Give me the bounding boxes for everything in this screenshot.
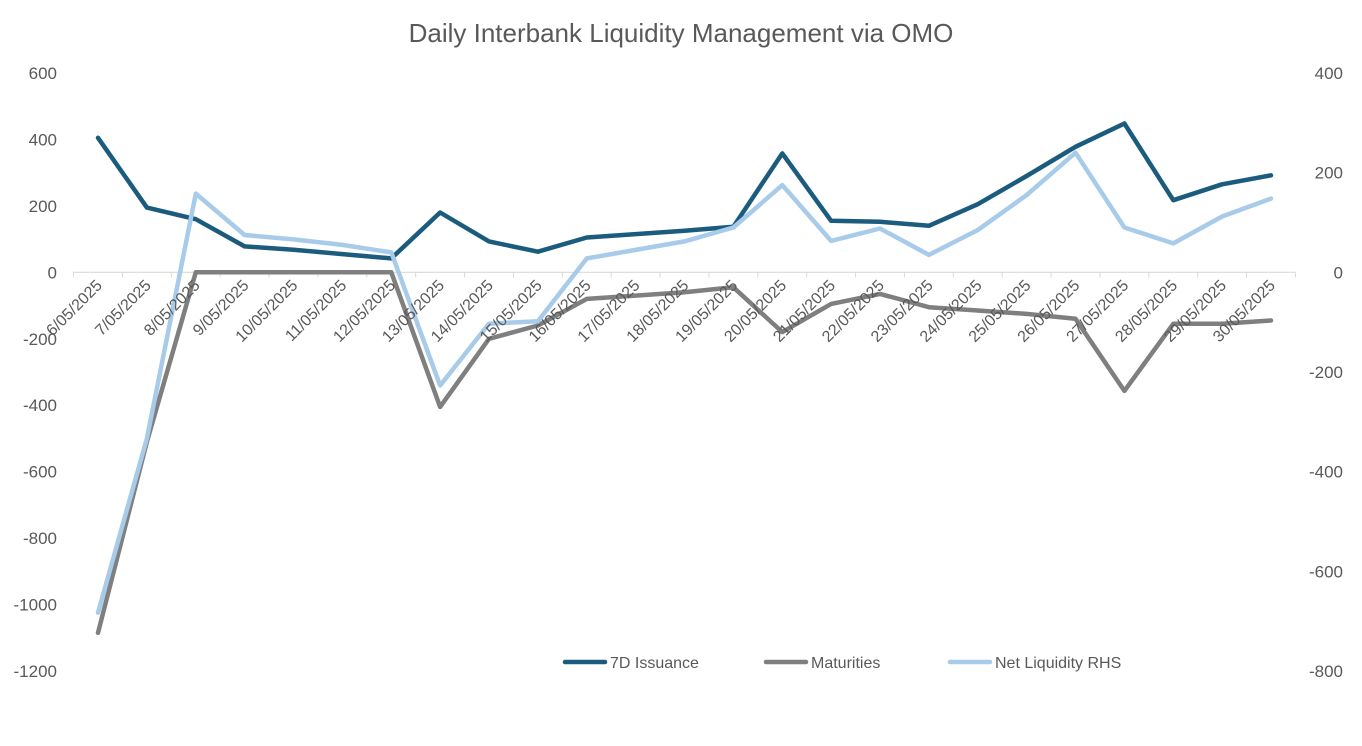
- y-right-tick-label: 0: [1334, 263, 1343, 282]
- y-left-tick-label: 200: [29, 197, 57, 216]
- y-right-tick-label: -800: [1309, 662, 1343, 681]
- y-left-tick-label: -600: [23, 463, 57, 482]
- y-left-tick-label: 400: [29, 130, 57, 149]
- y-left-tick-label: -1200: [14, 662, 57, 681]
- legend: 7D Issuance Maturities Net Liquidity RHS: [562, 655, 1121, 672]
- series-line-net-liquidity-rhs: [95, 150, 1274, 615]
- y-left-tick-label: -200: [23, 330, 57, 349]
- y-left-tick-label: -1000: [14, 596, 57, 615]
- y-left-tick-labels: 600 400 200 0 -200 -400 -600 -800 -1000 -1200: [14, 64, 57, 681]
- series-layer: [95, 121, 1274, 636]
- y-right-tick-label: -200: [1309, 363, 1343, 382]
- series-line-maturities: [95, 270, 1274, 636]
- chart-title: Daily Interbank Liquidity Management via…: [409, 18, 954, 48]
- x-tick-labels: 6/05/20257/05/20258/05/20259/05/202510/0…: [43, 277, 1278, 346]
- y-right-tick-label: -400: [1309, 463, 1343, 482]
- legend-label-7d-issuance: 7D Issuance: [610, 655, 699, 672]
- y-right-tick-label: 200: [1315, 164, 1343, 183]
- y-right-tick-label: -600: [1309, 562, 1343, 581]
- y-left-tick-label: -800: [23, 529, 57, 548]
- legend-label-net-liquidity-rhs: Net Liquidity RHS: [995, 655, 1121, 672]
- y-right-tick-label: 400: [1315, 64, 1343, 83]
- y-left-tick-label: 600: [29, 64, 57, 83]
- y-left-tick-label: 0: [48, 263, 57, 282]
- series-line-7d-issuance: [95, 121, 1274, 261]
- y-left-tick-label: -400: [23, 396, 57, 415]
- legend-label-maturities: Maturities: [811, 655, 880, 672]
- y-right-tick-labels: 400 200 0 -200 -400 -600 -800: [1309, 64, 1343, 681]
